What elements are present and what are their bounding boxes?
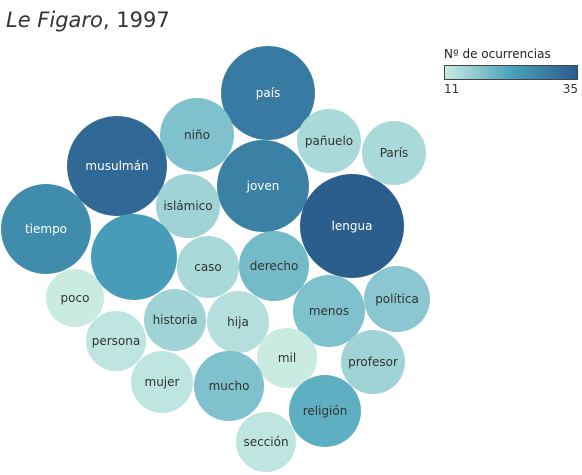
bubble-mil[interactable]: mil (257, 328, 317, 388)
bubble-label: menos (309, 304, 349, 318)
bubble-label: lengua (332, 219, 373, 233)
title-year: , 1997 (102, 8, 170, 32)
bubble-label: hija (227, 315, 249, 329)
bubble-circle[interactable] (300, 174, 404, 278)
bubble-label: país (256, 86, 281, 100)
bubble-circle[interactable] (207, 291, 269, 353)
bubble-musulman[interactable]: musulmán (67, 116, 167, 216)
bubble-label: pañuelo (305, 134, 353, 148)
bubble-circle[interactable] (221, 46, 315, 140)
legend-gradient-bar (444, 65, 578, 80)
bubble-circle[interactable] (293, 275, 365, 347)
bubble-label: política (375, 292, 419, 306)
legend-min-label: 11 (444, 82, 460, 96)
bubble-label: joven (246, 179, 280, 193)
bubble-circle[interactable] (91, 214, 177, 300)
bubble-religion[interactable]: religión (289, 375, 361, 447)
bubble-label: tiempo (25, 222, 67, 236)
bubble-historia[interactable]: historia (144, 289, 206, 351)
bubble-circle[interactable] (364, 266, 430, 332)
bubble-circle[interactable] (1, 184, 91, 274)
bubble-circle[interactable] (194, 351, 264, 421)
bubble-tiempo[interactable]: tiempo (1, 184, 91, 274)
bubble-label: poco (61, 291, 90, 305)
bubble-circle[interactable] (160, 98, 234, 172)
bubble-nino[interactable]: niño (160, 98, 234, 172)
bubble-label: persona (92, 334, 141, 348)
bubble-circle[interactable] (297, 109, 361, 173)
bubble-label: mujer (145, 375, 180, 389)
bubble-circle[interactable] (86, 311, 146, 371)
bubble-circle[interactable] (177, 236, 239, 298)
bubble-circle[interactable] (289, 375, 361, 447)
bubble-label: mil (278, 351, 296, 365)
bubble-circle[interactable] (67, 116, 167, 216)
bubble-circle[interactable] (144, 289, 206, 351)
bubble-joven[interactable]: joven (217, 140, 309, 232)
color-legend: Nº de ocurrencias 11 35 (444, 47, 578, 96)
bubble-circle[interactable] (239, 231, 309, 301)
bubble-paris[interactable]: París (362, 121, 426, 185)
legend-ticks: 11 35 (444, 80, 578, 96)
bubble-lengua[interactable]: lengua (300, 174, 404, 278)
bubble-circle[interactable] (362, 121, 426, 185)
legend-max-label: 35 (562, 82, 578, 96)
bubble-label: musulmán (85, 159, 148, 173)
bubble-persona[interactable]: persona (86, 311, 146, 371)
bubble-pais[interactable]: país (221, 46, 315, 140)
bubble-label: París (380, 146, 409, 160)
bubble-hija[interactable]: hija (207, 291, 269, 353)
bubble-circle[interactable] (46, 269, 104, 327)
bubble-circle[interactable] (341, 330, 405, 394)
legend-title: Nº de ocurrencias (444, 47, 551, 61)
bubble-circle[interactable] (236, 412, 296, 472)
bubble-derecho[interactable]: derecho (239, 231, 309, 301)
bubble-label: niño (184, 128, 210, 142)
title-publication: Le Figaro (6, 8, 103, 32)
bubble-circle[interactable] (257, 328, 317, 388)
bubble-seccion[interactable]: sección (236, 412, 296, 472)
bubble-islamico[interactable]: islámico (156, 174, 220, 238)
bubble-label: mucho (209, 379, 250, 393)
bubble-circle[interactable] (217, 140, 309, 232)
bubble-label: religión (303, 404, 348, 418)
bubble-circle[interactable] (131, 351, 193, 413)
bubble-circle[interactable] (156, 174, 220, 238)
bubble-label: historia (153, 313, 198, 327)
bubble-label: profesor (348, 355, 398, 369)
bubble-profesor[interactable]: profesor (341, 330, 405, 394)
bubble-caso[interactable]: caso (177, 236, 239, 298)
chart-title: Le Figaro, 1997 (6, 8, 170, 32)
bubble-mucho[interactable]: mucho (194, 351, 264, 421)
bubble-mujer[interactable]: mujer (131, 351, 193, 413)
bubble-poco[interactable]: poco (46, 269, 104, 327)
bubble-politica[interactable]: política (364, 266, 430, 332)
bubble-label: derecho (250, 259, 299, 273)
bubble-panuelo[interactable]: pañuelo (297, 109, 361, 173)
bubble-label: islámico (163, 199, 212, 213)
bubble-label: caso (194, 260, 222, 274)
bubble-menos[interactable]: menos (293, 275, 365, 347)
bubble-label: sección (243, 435, 288, 449)
bubble-unlabeled-9[interactable] (91, 214, 177, 300)
